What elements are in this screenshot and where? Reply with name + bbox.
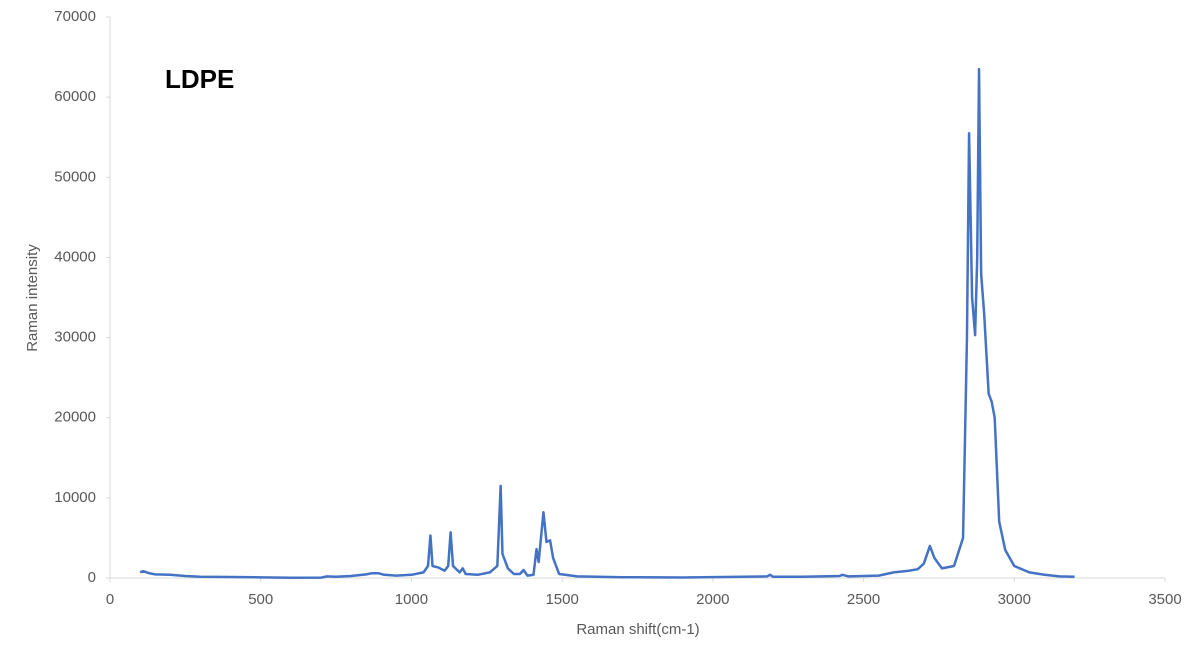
x-tick-label: 1500 <box>545 591 578 608</box>
y-tick-label: 40000 <box>54 248 96 265</box>
y-tick-label: 30000 <box>54 329 96 346</box>
y-tick-label: 0 <box>88 569 96 586</box>
x-tick-label: 3500 <box>1148 591 1181 608</box>
x-tick-label: 0 <box>106 591 114 608</box>
y-tick-label: 70000 <box>54 8 96 25</box>
x-tick-label: 2500 <box>847 591 880 608</box>
x-tick-label: 3000 <box>998 591 1031 608</box>
spectrum-line <box>139 67 1075 580</box>
x-axis-title: Raman shift(cm-1) <box>576 621 699 638</box>
x-tick-label: 1000 <box>395 591 428 608</box>
x-tick-label: 500 <box>248 591 273 608</box>
y-tick-label: 60000 <box>54 88 96 105</box>
y-axis-title: Raman intensity <box>24 244 41 352</box>
x-tick-label: 2000 <box>696 591 729 608</box>
y-tick-label: 50000 <box>54 168 96 185</box>
chart-annotation: LDPE <box>165 64 234 94</box>
y-tick-label: 20000 <box>54 409 96 426</box>
y-tick-label: 10000 <box>54 489 96 506</box>
